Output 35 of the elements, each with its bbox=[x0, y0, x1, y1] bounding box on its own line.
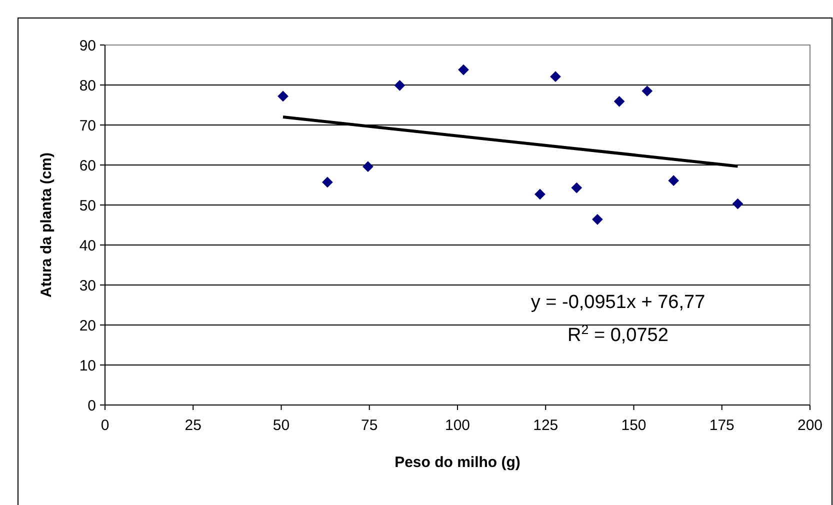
annotation: y = -0,0951x + 76,77 bbox=[530, 292, 706, 313]
point bbox=[592, 214, 603, 225]
x-tick-label: 150 bbox=[621, 417, 646, 434]
y-tick-label: 10 bbox=[79, 357, 96, 374]
x-tick-label: 50 bbox=[272, 417, 290, 434]
x-tick-label: 175 bbox=[709, 417, 734, 434]
y-tick-label: 60 bbox=[79, 157, 96, 174]
x-tick-label: 200 bbox=[797, 417, 823, 434]
y-tick-label: 50 bbox=[79, 197, 96, 214]
x-tick-label: 75 bbox=[361, 417, 378, 434]
y-axis-title: Atura da planta (cm) bbox=[38, 152, 55, 298]
y-tick-label: 70 bbox=[79, 117, 96, 134]
y-tick-label: 80 bbox=[79, 77, 96, 94]
x-tick-label: 100 bbox=[444, 417, 470, 434]
point bbox=[571, 182, 582, 194]
point bbox=[278, 90, 288, 102]
point bbox=[362, 161, 374, 172]
y-tick-label: 90 bbox=[79, 37, 96, 54]
point bbox=[458, 64, 469, 76]
point bbox=[394, 80, 406, 91]
point bbox=[534, 188, 546, 200]
point bbox=[668, 175, 680, 186]
point bbox=[550, 71, 561, 82]
x-tick-label: 125 bbox=[533, 417, 558, 434]
point bbox=[732, 198, 744, 210]
point bbox=[322, 176, 333, 188]
point bbox=[642, 86, 653, 96]
x-tick-label: 25 bbox=[184, 417, 202, 434]
y-tick-label: 20 bbox=[79, 317, 96, 334]
x-axis-title: Peso do milho (g) bbox=[394, 454, 520, 471]
y-tick-label: 30 bbox=[79, 277, 96, 294]
y-tick-label: 40 bbox=[79, 237, 96, 254]
x-tick-label: 0 bbox=[100, 417, 110, 434]
y-tick-label: 0 bbox=[88, 397, 96, 414]
point bbox=[614, 96, 625, 107]
